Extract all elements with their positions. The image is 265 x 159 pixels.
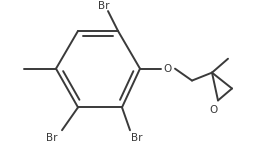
Text: Br: Br xyxy=(98,1,110,11)
Text: O: O xyxy=(209,105,217,115)
Text: O: O xyxy=(164,64,172,74)
Text: Br: Br xyxy=(46,133,58,143)
Text: Br: Br xyxy=(131,133,143,143)
